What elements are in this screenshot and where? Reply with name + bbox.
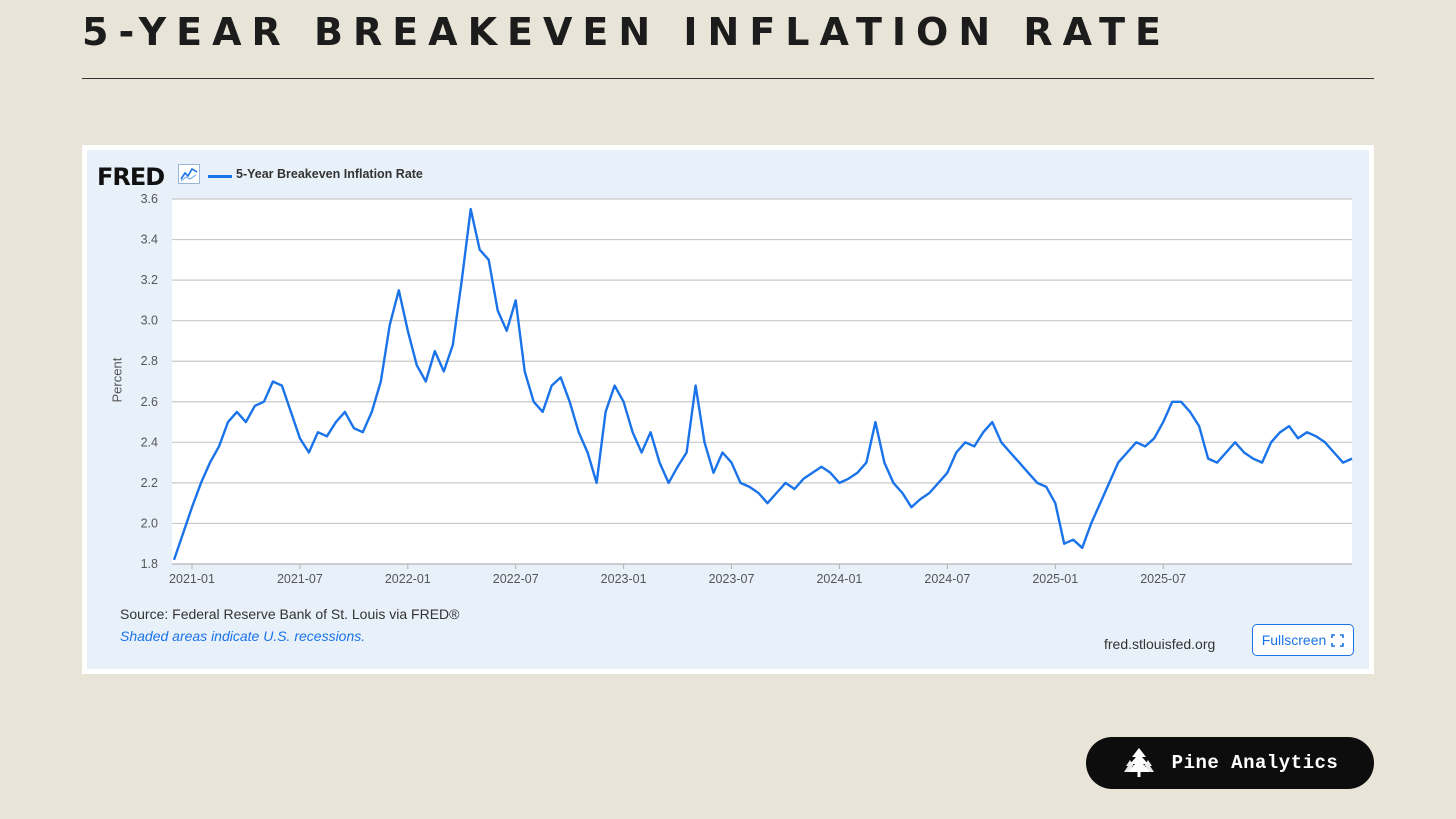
x-tick-label: 2024-01 [816,572,862,586]
expand-icon [1331,633,1345,647]
line-chart: 1.8 2.0 2.2 2.4 2.6 2.8 3.0 3.2 3.4 3.6 2021-01 202… [141,192,1353,586]
y-tick-label: 2.4 [141,435,158,449]
fred-chart-panel: FRED 5-Year Breakeven Inflation Rate Per… [87,150,1369,669]
recession-note: Shaded areas indicate U.S. recessions. [120,628,366,644]
y-tick-label: 3.6 [141,192,158,206]
y-tick-label: 3.0 [141,314,158,328]
x-tick-label: 2025-07 [1140,572,1186,586]
fred-logo: FRED [97,163,165,191]
y-tick-label: 2.0 [141,516,158,530]
x-tick-label: 2022-07 [493,572,539,586]
x-tick-label: 2023-01 [601,572,647,586]
fullscreen-button[interactable]: Fullscreen [1252,624,1354,656]
fred-graph-icon [178,164,200,184]
y-tick-label: 3.4 [141,233,158,247]
fullscreen-label: Fullscreen [1261,632,1327,648]
brand-name: Pine Analytics [1171,752,1339,774]
title-divider [82,78,1374,79]
x-tick-label: 2025-01 [1032,572,1078,586]
x-tick-label: 2024-07 [924,572,970,586]
y-tick-label: 2.8 [141,354,158,368]
legend-swatch [208,175,232,178]
pine-tree-icon [1123,748,1154,777]
y-tick-label: 2.6 [141,395,158,409]
plot-area [172,199,1352,564]
x-tick-label: 2023-07 [709,572,755,586]
y-tick-label: 3.2 [141,273,158,287]
series-line [172,207,1353,561]
x-tick-label: 2022-01 [385,572,431,586]
y-tick-label: 2.2 [141,476,158,490]
y-tick-label: 1.8 [141,557,158,571]
legend-label: 5-Year Breakeven Inflation Rate [236,167,423,181]
page-title: 5-YEAR BREAKEVEN INFLATION RATE [82,10,1171,54]
source-text: Source: Federal Reserve Bank of St. Loui… [120,606,460,622]
brand-badge: Pine Analytics [1086,737,1374,789]
chart-card: FRED 5-Year Breakeven Inflation Rate Per… [82,145,1374,674]
x-tick-label: 2021-01 [169,572,215,586]
x-tick-label: 2021-07 [277,572,323,586]
site-url[interactable]: fred.stlouisfed.org [1104,636,1216,652]
